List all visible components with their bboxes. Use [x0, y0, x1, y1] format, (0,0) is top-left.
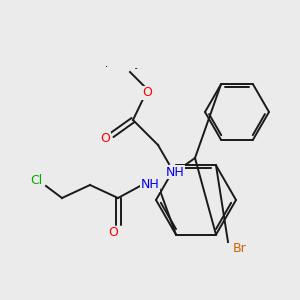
- Text: NH: NH: [141, 178, 159, 191]
- Text: methyl: methyl: [109, 57, 148, 67]
- Text: O: O: [100, 133, 110, 146]
- Text: methyl: methyl: [106, 59, 145, 69]
- Text: Cl: Cl: [30, 173, 42, 187]
- Text: methyl: methyl: [106, 55, 146, 65]
- Text: O: O: [108, 226, 118, 239]
- Text: Br: Br: [233, 242, 247, 254]
- Text: NH: NH: [166, 166, 184, 178]
- Text: O: O: [142, 86, 152, 100]
